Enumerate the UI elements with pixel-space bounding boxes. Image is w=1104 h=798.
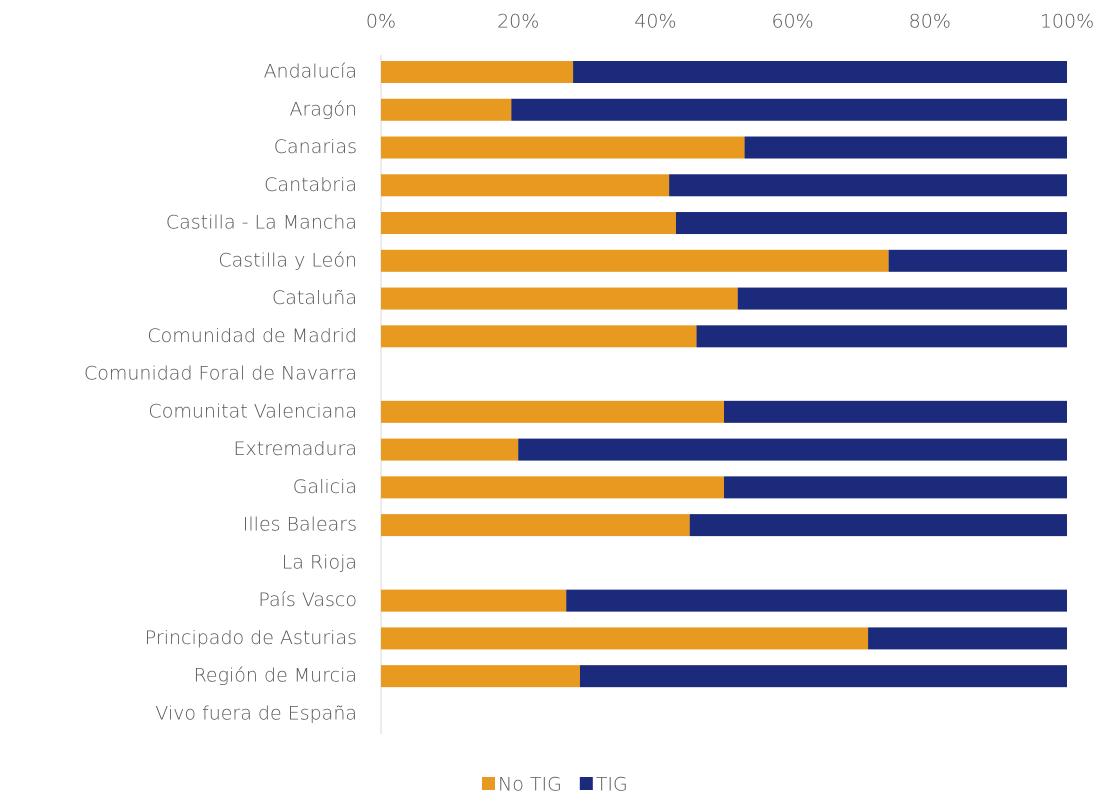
- y-tick-label: Galicia: [293, 476, 357, 498]
- bar-segment: [744, 136, 1067, 159]
- bar-segment: [868, 627, 1067, 650]
- bar-segment: [675, 212, 1067, 235]
- bar-segment: [518, 438, 1067, 461]
- bar-segment: [579, 665, 1067, 688]
- legend-label: No TIG: [498, 774, 562, 796]
- bar-segment: [381, 212, 676, 235]
- bar-segment: [381, 514, 690, 537]
- bar-segment: [381, 438, 519, 461]
- bar-segment: [566, 589, 1067, 612]
- bar-segment: [381, 174, 670, 197]
- bar-segment: [689, 514, 1067, 537]
- x-tick-label: 80%: [909, 11, 951, 33]
- bar-segment: [737, 287, 1067, 310]
- bar-segment: [511, 98, 1068, 121]
- x-tick-label: 60%: [771, 11, 813, 33]
- y-tick-label: Extremadura: [234, 438, 358, 460]
- bar-segment: [381, 249, 889, 272]
- legend-swatch: [579, 777, 593, 790]
- bar-segment: [381, 325, 697, 348]
- bar-segment: [381, 627, 869, 650]
- y-tick-label: Castilla - La Mancha: [166, 212, 357, 234]
- bar-segment: [696, 325, 1067, 348]
- bar-segment: [381, 665, 580, 688]
- y-tick-label: Comunidad de Madrid: [147, 325, 357, 347]
- y-tick-label: Vivo fuera de España: [155, 702, 357, 724]
- x-tick-label: 40%: [634, 11, 676, 33]
- y-tick-label: Principado de Asturias: [145, 627, 357, 649]
- bar-segment: [724, 476, 1067, 499]
- bar-segment: [888, 249, 1067, 272]
- legend-label: TIG: [596, 774, 628, 796]
- bar-segment: [381, 476, 724, 499]
- y-tick-label: Illes Balears: [243, 514, 357, 536]
- bar-segment: [573, 61, 1067, 83]
- legend-swatch: [482, 777, 495, 790]
- bar-segment: [381, 136, 745, 159]
- bar-segment: [381, 98, 512, 121]
- bar-segment: [381, 287, 738, 310]
- y-tick-label: Canarias: [274, 136, 357, 158]
- y-tick-label: Andalucía: [264, 61, 357, 83]
- bar-segment: [724, 400, 1067, 423]
- x-tick-label: 100%: [1040, 11, 1094, 33]
- y-tick-label: Castilla y León: [218, 249, 357, 271]
- y-tick-label: Comunidad Foral de Navarra: [84, 363, 357, 385]
- y-tick-label: Aragón: [289, 98, 357, 120]
- x-tick-label: 0%: [366, 11, 396, 33]
- bar-segment: [669, 174, 1067, 197]
- y-tick-label: La Rioja: [282, 551, 357, 573]
- y-tick-label: País Vasco: [258, 589, 357, 611]
- y-tick-label: Región de Murcia: [194, 665, 357, 687]
- y-tick-label: Cataluña: [272, 287, 357, 309]
- bar-segment: [381, 589, 567, 612]
- y-tick-label: Cantabria: [264, 174, 357, 196]
- y-tick-label: Comunitat Valenciana: [148, 400, 357, 422]
- bar-segment: [381, 400, 724, 423]
- bar-segment: [381, 61, 574, 83]
- x-tick-label: 20%: [497, 11, 539, 33]
